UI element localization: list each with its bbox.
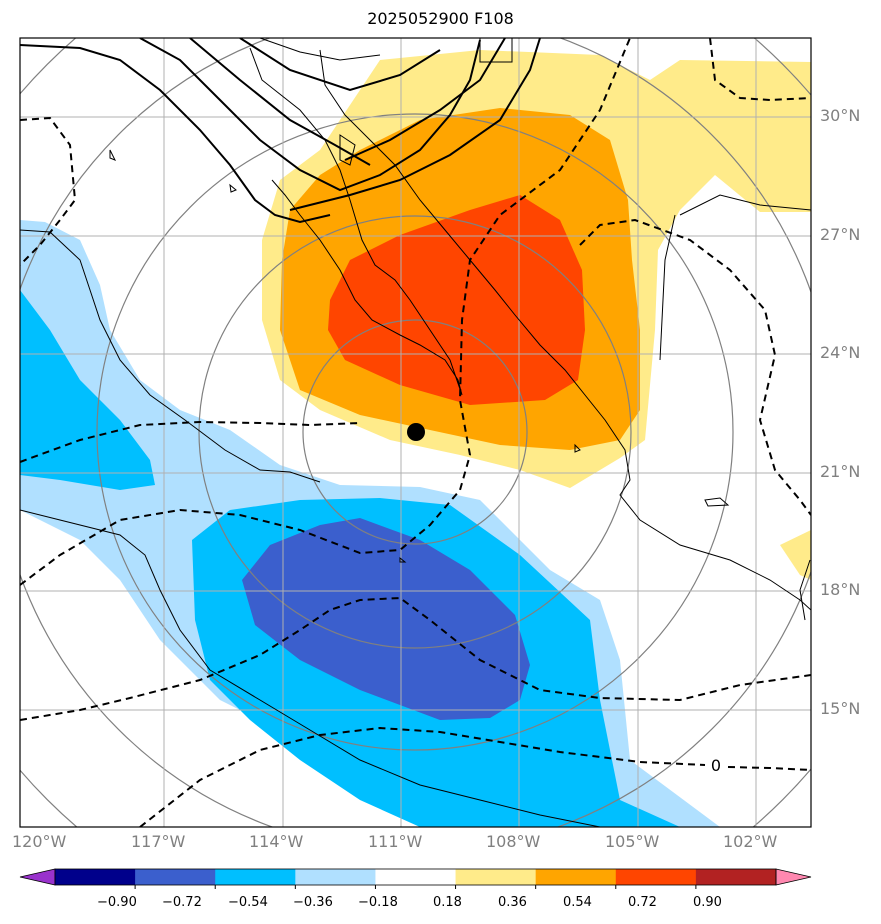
lon-label: 102°W — [723, 832, 778, 851]
colorbar-tick: −0.18 — [358, 895, 398, 910]
anomaly-fill-054 — [328, 195, 585, 405]
map-frame — [19, 37, 812, 828]
lon-label: 108°W — [486, 832, 541, 851]
colorbar-tick: 0.90 — [693, 895, 722, 910]
colorbar-tick: 0.18 — [433, 895, 462, 910]
lon-label: 117°W — [131, 832, 186, 851]
colorbar-tick: 0.54 — [563, 895, 592, 910]
lat-label: 21°N — [820, 462, 861, 481]
lat-label: 27°N — [820, 225, 861, 244]
lon-label: 120°W — [12, 832, 67, 851]
colorbar-tick: 0.72 — [628, 895, 657, 910]
dashed-contours — [20, 38, 811, 827]
lon-label: 111°W — [368, 832, 423, 851]
map-title: 2025052900 F108 — [367, 9, 514, 28]
anomaly-fill-018-east — [780, 530, 811, 580]
colorbar-tick: −0.54 — [228, 895, 268, 910]
center-marker — [407, 423, 425, 441]
lon-label: 114°W — [249, 832, 304, 851]
contour-label: 0 — [711, 756, 721, 775]
lon-label: 105°W — [605, 832, 660, 851]
colorbar-tick: 0.36 — [498, 895, 527, 910]
anomaly-fill-neg054 — [242, 518, 530, 720]
graticule — [20, 38, 811, 827]
lat-label: 18°N — [820, 580, 861, 599]
solid-contours — [20, 38, 541, 224]
anomaly-fill-neg036-west — [20, 290, 155, 490]
lat-label: 30°N — [820, 106, 861, 125]
lat-label: 24°N — [820, 343, 861, 362]
colorbar-tick: −0.90 — [97, 895, 137, 910]
lat-label: 15°N — [820, 699, 861, 718]
coastlines — [20, 38, 811, 827]
colorbar-tick: −0.36 — [293, 895, 333, 910]
colorbar-tick: −0.72 — [162, 895, 202, 910]
